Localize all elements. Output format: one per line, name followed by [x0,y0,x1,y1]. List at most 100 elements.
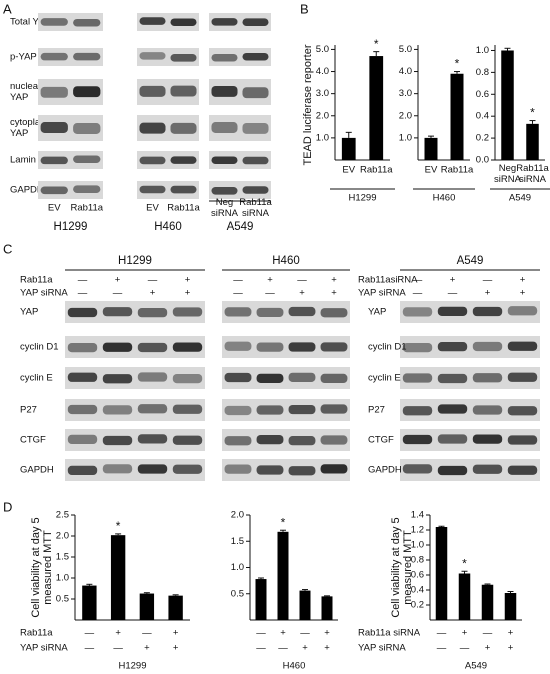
x-axis-label: A549 [509,193,531,204]
y-tick-label: 0.6 [411,570,424,581]
significance: * [455,57,460,71]
bar [139,593,155,620]
blot-background [400,367,540,389]
blot-background [137,151,199,169]
significance: * [462,556,467,570]
blot-background [65,429,205,451]
significance: * [530,106,535,120]
blot-band [288,372,316,382]
sign: + [324,628,330,639]
bar [458,573,471,620]
blot-band [472,306,503,317]
condition-label: YAP siRNA [20,643,68,654]
blot-band [256,465,284,475]
row-label: nuclear [10,81,41,92]
blot-band [211,18,238,26]
blot-band [472,341,503,352]
sign: — [85,628,95,639]
blot-band [256,342,284,352]
blot-band [40,52,68,61]
y-tick-label: 2.0 [399,110,412,121]
sign: + [508,643,514,654]
condition-label: YAP siRNA [358,643,406,654]
sign: + [520,288,526,299]
blot-band [320,308,348,318]
blot-band [507,341,538,351]
y-tick-label: 1.0 [399,132,412,143]
blot-band [137,464,168,474]
blot-band [137,308,168,318]
y-tick-label: 1.0 [316,132,329,143]
blot-band [224,372,252,383]
lane-label: siRNA [211,208,239,219]
y-tick-label: 1.0 [231,562,244,573]
y-tick-label: 3.0 [316,88,329,99]
blot-band [40,86,68,98]
blot-band [224,464,252,474]
blot-band [170,54,197,62]
x-tick-label: Neg [499,163,516,174]
blot-band [507,306,538,316]
blot-band [73,155,101,164]
sign: + [299,288,305,299]
blot-band [437,306,468,316]
x-tick-label: siRNA [519,174,547,185]
blot-band [402,434,433,445]
sign: — [460,643,470,654]
blot-band [211,122,238,133]
sign: + [450,275,456,286]
row-label: cyclin E [368,373,401,384]
blot-band [242,18,269,26]
blot-band [437,434,468,444]
blot-band [73,52,101,61]
blot-band [172,404,203,414]
blot-background [137,181,199,199]
sign: + [331,275,337,286]
sign: — [78,275,88,286]
sign: + [115,275,121,286]
sign: — [300,628,310,639]
y-axis-label: measured MTT [402,530,414,605]
sign: — [113,288,123,299]
blot-band [139,85,166,97]
condition-label: Rab11a siRNA [358,628,421,639]
y-tick-label: 3.0 [399,88,412,99]
blot-band [102,307,133,317]
blot-band [402,464,433,474]
blot-band [67,434,98,444]
blot-band [472,464,503,474]
row-label: cyclin D1 [20,342,59,353]
row-label: P27 [20,405,37,416]
blot-background [222,459,350,481]
sign: + [173,628,179,639]
x-axis-label: H1299 [119,661,147,672]
blot-band [320,464,348,474]
blot-band [288,404,316,415]
y-tick-label: 0.6 [476,89,489,100]
sign: — [413,275,423,286]
sign: — [256,643,266,654]
blot-band [102,374,133,384]
blot-band [402,373,433,383]
condition-label: Rab11a [20,275,53,286]
bar [168,595,183,620]
blot-band [137,434,168,444]
bar [504,593,517,620]
blot-band [320,373,348,384]
sign: — [148,275,158,286]
lane-label: Neg [216,197,233,208]
row-label: Lamin B [10,155,45,166]
sign: — [483,628,493,639]
blot-band [67,342,98,353]
blot-background [400,429,540,451]
blot-band [256,373,284,383]
lane-label: EV [48,203,61,214]
lane-label: Rab11a [167,203,200,214]
y-tick-label: 0.2 [476,133,489,144]
blot-background [209,13,271,31]
blot-band [472,405,503,415]
blot-band [224,436,252,446]
blot-band [320,404,348,414]
lane-label: Rab11a [70,203,103,214]
